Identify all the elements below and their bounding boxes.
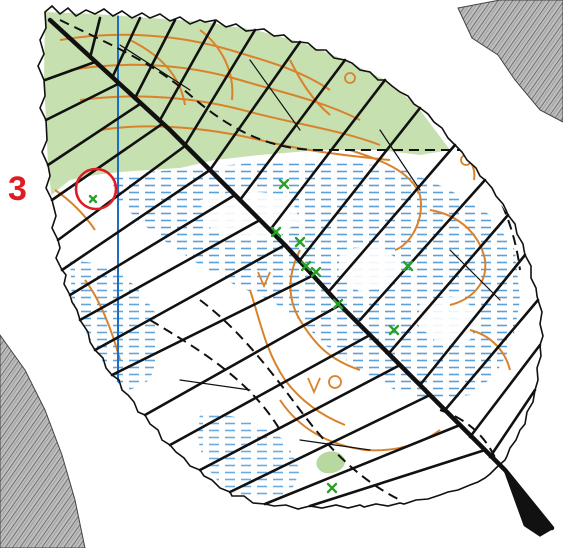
x-mark-icon — [326, 482, 338, 494]
control-number: 3 — [8, 170, 27, 208]
x-mark-icon — [332, 298, 344, 310]
x-mark-icon — [88, 194, 98, 204]
x-mark-icon — [300, 260, 312, 272]
x-mark-icon — [402, 260, 414, 272]
control-point: 3 — [8, 167, 118, 211]
open-land-patch — [316, 451, 346, 474]
leaf-outline — [37, 4, 544, 510]
x-mark-icon — [278, 178, 290, 190]
x-mark-icon — [388, 324, 400, 336]
x-mark-icon — [294, 236, 306, 248]
v-mark — [257, 271, 271, 289]
x-mark-icon — [310, 266, 322, 278]
vegetation-crosses — [88, 178, 414, 494]
leaf-veins — [43, 16, 555, 537]
marsh-area-bottom — [198, 410, 300, 500]
v-mark — [307, 377, 321, 395]
rock-texture-bottom-left — [0, 334, 86, 548]
control-circle-icon — [74, 167, 118, 211]
rock-texture-top-right — [457, 0, 563, 123]
contour-tags — [257, 72, 472, 395]
x-mark-icon — [270, 226, 282, 238]
